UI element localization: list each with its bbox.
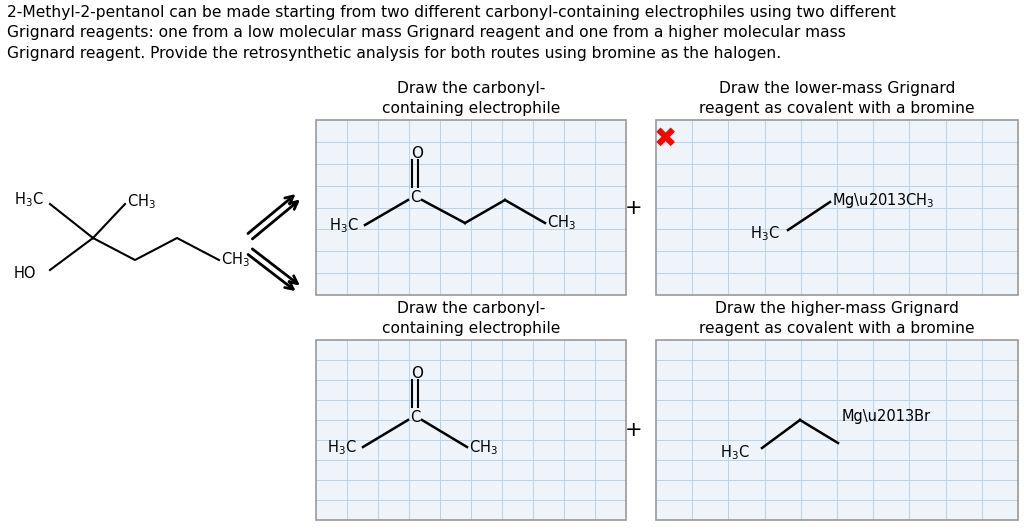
Text: Draw the lower-mass Grignard
reagent as covalent with a bromine: Draw the lower-mass Grignard reagent as … <box>699 81 975 116</box>
Text: O: O <box>411 365 423 380</box>
Bar <box>316 340 626 520</box>
Text: HO: HO <box>14 265 37 280</box>
Text: H$_3$C: H$_3$C <box>750 225 779 243</box>
Text: Mg\u2013Br: Mg\u2013Br <box>842 409 931 423</box>
Text: H$_3$C: H$_3$C <box>330 217 359 235</box>
Text: H$_3$C: H$_3$C <box>328 439 357 458</box>
Text: +: + <box>626 197 643 218</box>
Text: H$_3$C: H$_3$C <box>720 444 750 462</box>
Text: C: C <box>410 190 420 205</box>
Text: CH$_3$: CH$_3$ <box>221 251 250 269</box>
Text: 2-Methyl-2-pentanol can be made starting from two different carbonyl-containing : 2-Methyl-2-pentanol can be made starting… <box>7 5 896 61</box>
Text: O: O <box>411 145 423 161</box>
Text: H$_3$C: H$_3$C <box>14 190 44 210</box>
Text: ✖: ✖ <box>654 125 677 153</box>
Text: +: + <box>626 420 643 440</box>
Text: Mg\u2013CH$_3$: Mg\u2013CH$_3$ <box>831 190 934 210</box>
Text: Draw the carbonyl-
containing electrophile: Draw the carbonyl- containing electrophi… <box>382 81 560 116</box>
Bar <box>316 340 626 520</box>
Text: CH$_3$: CH$_3$ <box>469 439 498 458</box>
Bar <box>656 120 1018 295</box>
Text: CH$_3$: CH$_3$ <box>127 193 156 211</box>
Text: Draw the carbonyl-
containing electrophile: Draw the carbonyl- containing electrophi… <box>382 301 560 336</box>
Text: C: C <box>410 411 420 426</box>
Bar <box>656 340 1018 520</box>
Bar <box>656 120 1018 295</box>
Text: CH$_3$: CH$_3$ <box>547 214 575 232</box>
Bar <box>656 340 1018 520</box>
Bar <box>316 120 626 295</box>
Text: Draw the higher-mass Grignard
reagent as covalent with a bromine: Draw the higher-mass Grignard reagent as… <box>699 301 975 336</box>
Bar <box>316 120 626 295</box>
